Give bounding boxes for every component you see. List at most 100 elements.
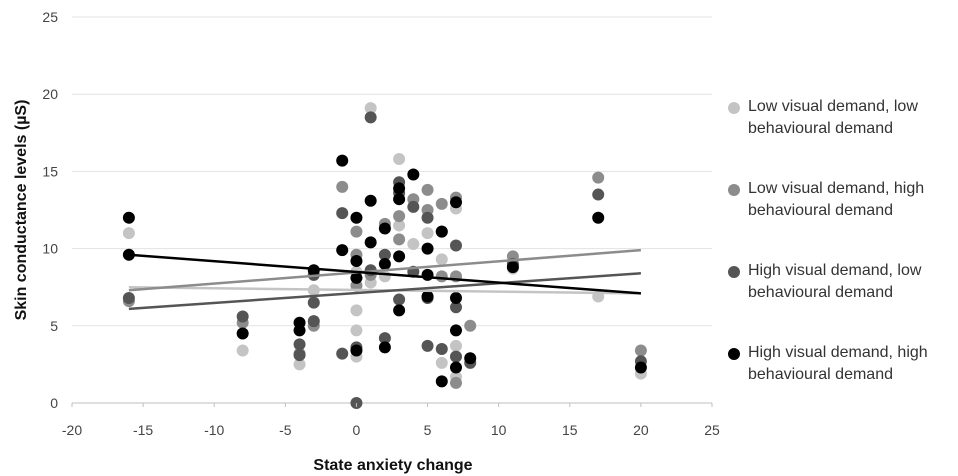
data-point: [336, 347, 349, 360]
x-tick-label: 5: [424, 422, 432, 438]
x-tick-label: 0: [353, 422, 361, 438]
legend-marker: [728, 266, 740, 278]
data-point: [350, 324, 363, 337]
data-point: [350, 211, 363, 224]
data-point: [236, 310, 249, 323]
data-point: [421, 183, 434, 196]
data-point: [464, 352, 477, 365]
data-point: [450, 361, 462, 374]
data-point: [421, 227, 434, 240]
data-point: [378, 332, 391, 345]
data-point: [378, 248, 391, 261]
x-tick-label: 20: [633, 422, 649, 438]
data-point: [393, 182, 406, 195]
data-point: [393, 219, 406, 232]
x-tick-label: -20: [62, 422, 82, 438]
data-point: [450, 301, 462, 314]
data-point: [393, 250, 406, 263]
data-point: [393, 293, 406, 306]
y-tick-labels: 0 5 10 15 20 25: [42, 9, 58, 411]
data-point: [293, 338, 306, 351]
data-point: [364, 111, 377, 124]
data-point: [307, 296, 320, 309]
x-axis-title: State anxiety change: [313, 457, 472, 474]
trend-line: [128, 272, 641, 311]
legend-label: High visual demand, high behavioural dem…: [748, 344, 928, 383]
data-point: [450, 196, 462, 209]
data-point: [122, 211, 135, 224]
data-point: [634, 361, 647, 374]
data-point: [378, 341, 391, 354]
x-tick-label: 15: [562, 422, 578, 438]
data-point: [421, 211, 434, 224]
data-point: [350, 254, 363, 267]
data-point: [236, 344, 249, 357]
data-point: [336, 180, 349, 193]
legend-label: High visual demand, low behavioural dema…: [748, 262, 922, 301]
x-tick-labels: -20 -15 -10 -5 0 5 10 15 20 25: [62, 403, 720, 438]
data-point: [450, 324, 462, 337]
data-point: [450, 350, 462, 363]
legend-item-low-visual-high-behavioural: Low visual demand, high behavioural dema…: [728, 178, 958, 260]
data-point: [393, 233, 406, 246]
data-point: [407, 168, 420, 181]
data-points: [122, 102, 647, 409]
trend-line: [128, 253, 641, 295]
y-tick-label: 5: [50, 318, 58, 334]
legend-marker: [728, 348, 740, 360]
data-point: [592, 211, 605, 224]
data-point: [364, 236, 377, 249]
data-point: [435, 270, 448, 283]
data-point: [450, 376, 462, 389]
y-tick-label: 0: [50, 395, 58, 411]
data-point: [350, 304, 363, 317]
data-point: [293, 349, 306, 362]
data-point: [350, 225, 363, 238]
x-tick-label: -5: [279, 422, 292, 438]
legend-label: Low visual demand, low behavioural deman…: [748, 98, 918, 137]
data-point: [393, 210, 406, 223]
data-point: [421, 242, 434, 255]
legend-item-low-visual-low-behavioural: Low visual demand, low behavioural deman…: [728, 96, 958, 178]
data-point: [435, 342, 448, 355]
y-tick-label: 10: [42, 241, 58, 257]
legend: Low visual demand, low behavioural deman…: [728, 96, 958, 424]
data-point: [364, 102, 377, 115]
data-point: [307, 315, 320, 328]
data-point: [122, 292, 135, 305]
data-point: [435, 253, 448, 266]
data-point: [350, 344, 363, 357]
y-tick-label: 25: [42, 9, 58, 25]
data-point: [435, 375, 448, 388]
data-point: [293, 324, 306, 337]
data-point: [336, 154, 349, 167]
data-point: [378, 270, 391, 283]
data-point: [450, 339, 462, 352]
data-point: [307, 264, 320, 277]
data-point: [435, 197, 448, 210]
data-point: [592, 188, 605, 201]
legend-marker: [728, 184, 740, 196]
data-point: [450, 239, 462, 252]
data-point: [364, 194, 377, 207]
legend-label: Low visual demand, high behavioural dema…: [748, 180, 925, 219]
data-point: [350, 271, 363, 284]
data-point: [450, 292, 462, 305]
data-point: [336, 244, 349, 257]
data-point: [293, 358, 306, 371]
data-point: [122, 227, 135, 240]
data-point: [336, 207, 349, 220]
x-tick-label: -15: [133, 422, 153, 438]
data-point: [506, 261, 519, 274]
data-point: [421, 268, 434, 281]
trend-line: [128, 248, 641, 292]
y-tick-label: 20: [42, 86, 58, 102]
x-tick-label: -10: [204, 422, 224, 438]
data-point: [236, 327, 249, 340]
trend-lines: [128, 248, 641, 311]
data-point: [592, 171, 605, 184]
legend-marker: [728, 102, 740, 114]
data-point: [435, 225, 448, 238]
x-tick-label: 10: [491, 422, 507, 438]
